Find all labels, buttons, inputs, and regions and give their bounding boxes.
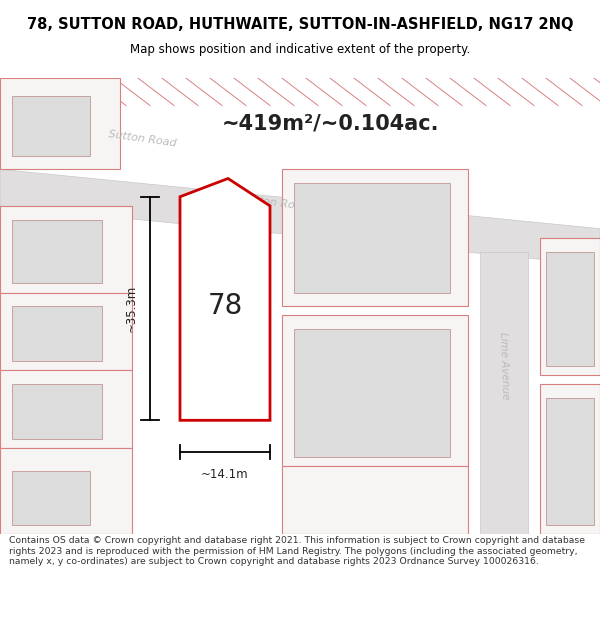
Polygon shape (0, 448, 132, 534)
Polygon shape (540, 238, 600, 374)
Text: Sutton Road: Sutton Road (108, 129, 178, 149)
Polygon shape (546, 398, 594, 525)
Text: 78: 78 (208, 292, 242, 320)
Text: ~14.1m: ~14.1m (201, 468, 249, 481)
Polygon shape (12, 471, 90, 525)
Text: Sutton Road: Sutton Road (240, 193, 310, 213)
Text: 78, SUTTON ROAD, HUTHWAITE, SUTTON-IN-ASHFIELD, NG17 2NQ: 78, SUTTON ROAD, HUTHWAITE, SUTTON-IN-AS… (27, 17, 573, 32)
Polygon shape (294, 329, 450, 457)
Polygon shape (0, 292, 132, 370)
Polygon shape (0, 206, 132, 292)
Text: Contains OS data © Crown copyright and database right 2021. This information is : Contains OS data © Crown copyright and d… (9, 536, 585, 566)
Polygon shape (12, 384, 102, 439)
Polygon shape (12, 96, 90, 156)
Text: Lime Avenue: Lime Avenue (498, 332, 511, 399)
Polygon shape (540, 384, 600, 534)
Polygon shape (546, 251, 594, 366)
Polygon shape (282, 169, 468, 306)
Polygon shape (0, 370, 132, 448)
Polygon shape (282, 316, 468, 466)
Text: ~419m²/~0.104ac.: ~419m²/~0.104ac. (221, 114, 439, 134)
Polygon shape (282, 466, 468, 534)
Polygon shape (180, 179, 270, 420)
Polygon shape (12, 306, 102, 361)
Text: ~35.3m: ~35.3m (125, 285, 138, 332)
Text: Map shows position and indicative extent of the property.: Map shows position and indicative extent… (130, 43, 470, 56)
Polygon shape (480, 251, 528, 534)
Polygon shape (12, 219, 102, 284)
Polygon shape (0, 169, 600, 265)
Polygon shape (0, 78, 120, 169)
Polygon shape (294, 183, 450, 292)
